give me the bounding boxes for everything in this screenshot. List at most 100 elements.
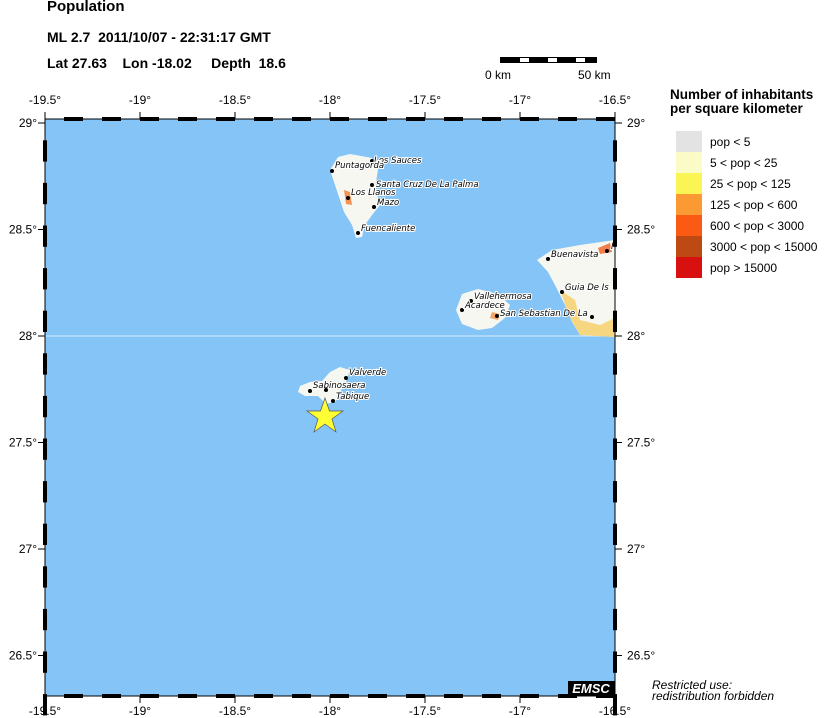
frame-tick (368, 117, 387, 121)
city-dot (495, 314, 499, 318)
city-label: Sabinosaera (313, 381, 366, 391)
scale-bar (500, 57, 597, 63)
frame-tick (613, 225, 617, 247)
longitude-tick-label: -18.5° (219, 93, 251, 107)
frame-tick (613, 608, 617, 631)
frame-tick (613, 438, 617, 460)
legend-label: pop < 5 (710, 134, 751, 149)
frame-tick (43, 566, 47, 588)
frame-tick (140, 117, 159, 121)
ocean (45, 119, 615, 696)
city-dot (356, 231, 360, 235)
frame-tick (482, 694, 501, 698)
legend-title-line2: per square kilometer (670, 101, 803, 116)
frame-tick (216, 694, 235, 698)
frame-tick (140, 694, 159, 698)
city-dot (346, 196, 350, 200)
longitude-tick-label: -17.5° (409, 704, 441, 718)
scale-left-label: 0 km (485, 68, 512, 82)
frame-tick (613, 651, 617, 673)
frame-tick (43, 608, 47, 631)
frame-tick (292, 117, 311, 121)
frame-tick (406, 694, 425, 698)
city-dot (370, 183, 374, 187)
island-el-hierro (298, 367, 350, 404)
latitude-tick-label: 27.5° (9, 436, 37, 450)
latitude-tick-label: 27.5° (627, 436, 655, 450)
frame-tick (558, 117, 577, 121)
frame-tick (613, 523, 617, 545)
frame-tick (254, 694, 273, 698)
legend-swatch (676, 236, 702, 257)
notice-line2: redistribution forbidden (652, 689, 775, 703)
scale-right-label: 50 km (578, 68, 611, 82)
city-dot (308, 389, 312, 393)
frame-tick (520, 117, 539, 121)
legend-title: Number of inhabitants per square kilomete… (670, 88, 813, 116)
city-dot (560, 290, 564, 294)
city-dot (331, 399, 335, 403)
frame-tick (216, 117, 235, 121)
frame-tick (43, 353, 47, 375)
city-label: Los Llanos (351, 188, 396, 198)
frame-tick (482, 117, 501, 121)
frame-tick (613, 310, 617, 332)
legend-label: 3000 < pop < 15000 (710, 239, 818, 254)
legend-item: 600 < pop < 3000 (676, 215, 817, 236)
longitude-tick-label: -16.5° (599, 704, 631, 718)
city-dot (460, 308, 464, 312)
frame-tick (520, 694, 539, 698)
longitude-tick-label: -17° (509, 93, 531, 107)
frame-tick (613, 353, 617, 375)
city-label: Fuencaliente (361, 224, 415, 234)
frame-tick (613, 395, 617, 418)
city-label: Acardece (464, 301, 505, 311)
frame-tick (64, 694, 83, 698)
legend: pop < 5 5 < pop < 25 25 < pop < 125 125 < p… (676, 131, 817, 278)
legend-label: pop > 15000 (710, 260, 778, 275)
longitude-tick-label: -17.5° (409, 93, 441, 107)
frame-tick (43, 694, 47, 716)
longitude-tick-label: -19° (129, 93, 151, 107)
longitude-tick-label: -19.5° (29, 93, 61, 107)
frame-tick (613, 566, 617, 588)
city-dot (330, 169, 334, 173)
frame-tick (43, 310, 47, 332)
latitude-tick-label: 29° (627, 116, 645, 130)
legend-label: 5 < pop < 25 (710, 155, 778, 170)
frame-tick (613, 140, 617, 162)
legend-item: pop > 15000 (676, 257, 817, 278)
longitude-tick-label: -19° (129, 704, 151, 718)
island-la-palma (330, 154, 380, 238)
latitude-tick-label: 26.5° (627, 649, 655, 663)
city-dot (605, 249, 609, 253)
city-dot (344, 376, 348, 380)
city-dot (372, 205, 376, 209)
longitude-tick-label: -19.5° (29, 704, 61, 718)
legend-item: 3000 < pop < 15000 (676, 236, 817, 257)
frame-tick (178, 117, 197, 121)
legend-label: 125 < pop < 600 (710, 197, 798, 212)
frame-tick (444, 694, 463, 698)
latitude-tick-label: 26.5° (9, 649, 37, 663)
longitude-tick-label: -18.5° (219, 704, 251, 718)
city-label: Santa Cruz De La Palma (376, 180, 479, 190)
epicenter-star-icon[interactable] (305, 396, 345, 433)
legend-swatch (676, 215, 702, 236)
legend-swatch (676, 194, 702, 215)
latitude-tick-label: 29° (19, 116, 37, 130)
frame-tick (43, 651, 47, 673)
longitude-tick-label: -17° (509, 704, 531, 718)
city-dot (546, 257, 550, 261)
frame-tick (102, 117, 121, 121)
city-label: Mazo (377, 198, 399, 208)
city-dot (324, 388, 328, 392)
city-dot (370, 159, 374, 163)
frame-tick (64, 117, 83, 121)
frame-tick (613, 182, 617, 205)
frame-tick (558, 694, 577, 698)
legend-item: 25 < pop < 125 (676, 173, 817, 194)
frame-tick (254, 117, 273, 121)
island-tenerife (537, 240, 615, 337)
